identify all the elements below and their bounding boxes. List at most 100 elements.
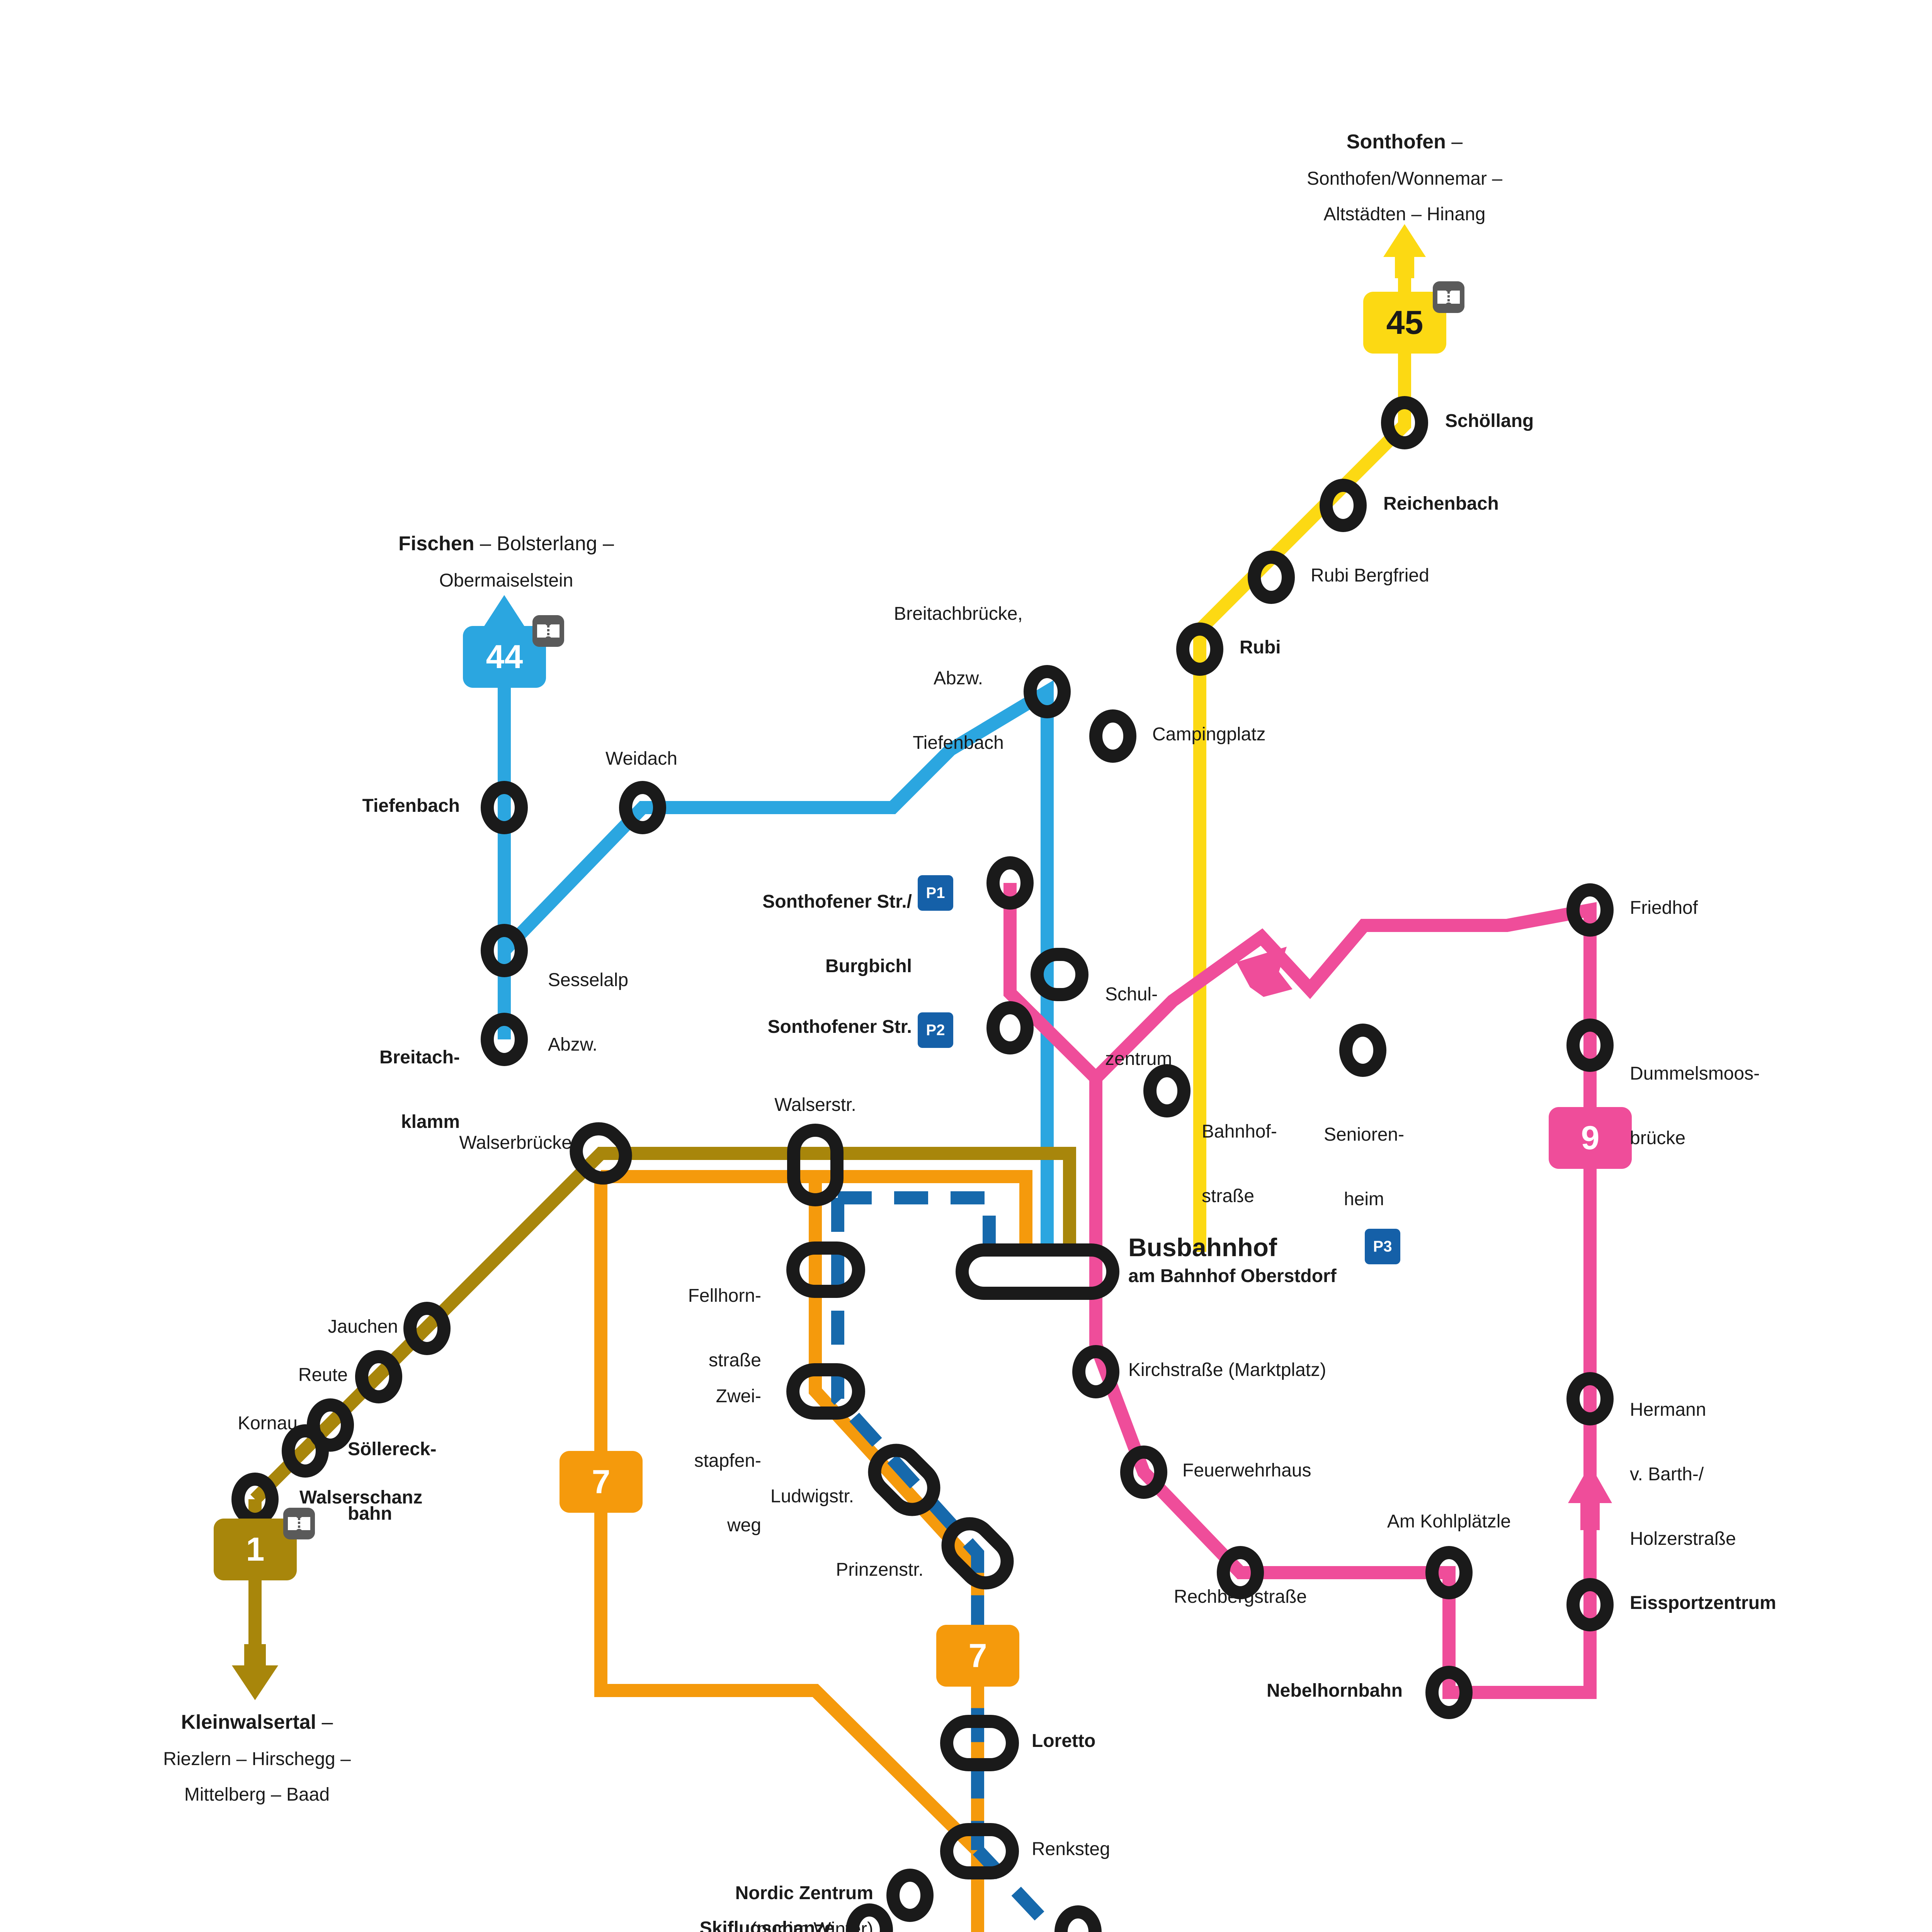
arrow-head-1: [232, 1644, 278, 1700]
label-schulzentrum-l1: Schul-: [1105, 984, 1158, 1005]
label-hermann-l3: Holzerstraße: [1630, 1529, 1736, 1549]
label-sonthofener-str: Sonthofener Str.: [767, 1017, 912, 1037]
terminus-1: Kleinwalsertal – Riezlern – Hirschegg – …: [54, 1696, 460, 1813]
label-breitachbruecke-l2: Abzw.: [933, 668, 983, 689]
stop-skiflugschanze: [846, 1903, 893, 1932]
arrow-head-44: [483, 595, 526, 649]
label-rubi-bergfried: Rubi Bergfried: [1311, 565, 1429, 586]
label-bahnhofstrasse-l1: Bahnhof-: [1202, 1121, 1277, 1142]
label-bahnhofstrasse-l2: straße: [1202, 1186, 1255, 1207]
label-seniorenheim-l2: heim: [1344, 1189, 1384, 1210]
stop-fellhornstrasse: [786, 1242, 865, 1298]
label-bahnhofstrasse: Bahnhof- straße: [1202, 1078, 1277, 1229]
stop-sonthofener-burgbichl: [986, 856, 1034, 910]
stop-schulzentrum: [1031, 948, 1088, 1001]
parking-badge-p3[interactable]: P3: [1365, 1229, 1400, 1264]
label-sonthofener-burgbichl-l2: Burgbichl: [825, 956, 912, 977]
stop-hermann-v-barth: [1566, 1372, 1614, 1425]
label-zweistapfenweg: Zwei- stapfen- weg: [556, 1343, 761, 1558]
label-busbahnhof-sub: am Bahnhof Oberstdorf: [1128, 1266, 1337, 1286]
line-badge-1[interactable]: 1: [214, 1519, 297, 1580]
stop-schoellang: [1381, 396, 1428, 449]
label-rechbergstrasse: Rechbergstraße: [1173, 1587, 1307, 1607]
label-seniorenheim: Senioren- heim: [1287, 1081, 1441, 1232]
label-schoellang: Schöllang: [1445, 411, 1534, 431]
label-breitachbruecke: Breitachbrücke, Abzw. Tiefenbach: [827, 560, 1090, 776]
line-badge-45[interactable]: 45: [1363, 292, 1446, 354]
terminus-1-line2: Riezlern – Hirschegg –: [163, 1748, 351, 1769]
label-breitachbruecke-l3: Tiefenbach: [913, 733, 1004, 753]
terminus-1-rest: –: [316, 1711, 333, 1734]
stop-walserbruecke: [570, 1122, 632, 1185]
label-golfplatz: Golfplatz, Abzw. Gerstruben: [1113, 1893, 1260, 1932]
stop-nebelhornbahn: [1425, 1666, 1473, 1719]
stop-soellereckbahn: [282, 1424, 329, 1478]
terminus-45-bold: Sonthofen: [1346, 131, 1446, 153]
label-nordic-l1: Nordic Zentrum: [735, 1883, 873, 1904]
parking-badge-p2[interactable]: P2: [918, 1012, 953, 1048]
label-jauchen: Jauchen: [328, 1316, 398, 1337]
line-badge-7-lower[interactable]: 7: [936, 1625, 1019, 1687]
label-breitachklamm: Breitach- klamm: [155, 1004, 460, 1155]
stop-reichenbach: [1320, 479, 1367, 532]
label-kirchstrasse: Kirchstraße (Marktplatz): [1128, 1360, 1327, 1380]
terminus-1-line3: Mittelberg – Baad: [184, 1784, 330, 1805]
stop-feuerwehrhaus: [1120, 1446, 1167, 1499]
label-kornau: Kornau: [238, 1413, 298, 1434]
label-sonthofener-burgbichl-l1: Sonthofener Str./: [762, 891, 912, 912]
line-badge-44[interactable]: 44: [463, 626, 546, 688]
label-breitachklamm-l2: klamm: [401, 1112, 460, 1133]
parking-badge-p1[interactable]: P1: [918, 875, 953, 911]
label-zweistapfenweg-l2: stapfen-: [694, 1451, 761, 1471]
label-weidach: Weidach: [605, 748, 677, 769]
line-badge-9[interactable]: 9: [1549, 1107, 1632, 1169]
stop-tiefenbach: [481, 781, 528, 834]
ticket-icon-44: [532, 615, 564, 647]
label-feuerwehrhaus: Feuerwehrhaus: [1182, 1460, 1311, 1481]
label-schulzentrum-l2: zentrum: [1105, 1049, 1172, 1070]
label-sonthofener-burgbichl: Sonthofener Str./ Burgbichl: [618, 848, 912, 999]
label-sesselalp: Sesselalp Abzw.: [548, 927, 628, 1077]
stop-ludwigstr: [868, 1444, 940, 1516]
label-nordic-zentrum: Nordic Zentrum (nur im Winter): [560, 1868, 873, 1932]
stop-walserstr: [787, 1124, 844, 1206]
stop-reute: [355, 1350, 402, 1403]
label-walserschanz: Walserschanz: [299, 1487, 423, 1508]
label-reichenbach: Reichenbach: [1383, 493, 1499, 514]
terminus-44-line2: Obermaiselstein: [439, 570, 573, 591]
stop-markers: [231, 396, 1614, 1932]
label-sesselalp-l2: Abzw.: [548, 1034, 598, 1055]
label-hermann-l1: Hermann: [1630, 1400, 1706, 1420]
stop-nordic-zentrum: [886, 1869, 934, 1922]
stop-rubi-bergfried: [1248, 551, 1295, 604]
label-fellhornstrasse-l2: straße: [708, 1350, 761, 1371]
label-campingplatz: Campingplatz: [1152, 724, 1266, 745]
stop-jauchen: [403, 1302, 451, 1355]
label-fellhornstrasse: Fellhorn- straße: [580, 1242, 761, 1393]
arrow-head-45: [1383, 224, 1426, 278]
stop-rechbergstrasse: [1217, 1546, 1264, 1599]
label-friedhof: Friedhof: [1630, 898, 1698, 918]
label-seniorenheim-l1: Senioren-: [1323, 1124, 1405, 1145]
stop-busbahnhof: [956, 1243, 1119, 1300]
label-prinzenstr: Prinzenstr.: [836, 1560, 923, 1580]
label-busbahnhof: Busbahnhof: [1128, 1233, 1277, 1262]
stop-campingplatz: [1089, 709, 1136, 763]
stop-eissportzentrum: [1566, 1578, 1614, 1631]
stop-loretto: [940, 1715, 1019, 1771]
stop-breitachbruecke: [1024, 665, 1071, 718]
stop-golfplatz: [1054, 1905, 1102, 1932]
label-sesselalp-l1: Sesselalp: [548, 970, 629, 991]
label-eissportzentrum: Eissportzentrum: [1630, 1593, 1776, 1613]
label-ludwigstr: Ludwigstr.: [770, 1486, 854, 1507]
terminus-45-line3: Altstädten – Hinang: [1323, 204, 1486, 225]
line-badge-7-upper[interactable]: 7: [560, 1451, 643, 1513]
label-zweistapfenweg-l3: weg: [727, 1515, 761, 1536]
label-hermann-v-barth: Hermann v. Barth-/ Holzerstraße: [1630, 1356, 1736, 1571]
terminus-1-bold: Kleinwalsertal: [181, 1711, 316, 1734]
label-walserstr: Walserstr.: [774, 1095, 856, 1115]
label-soellereckbahn-l2: bahn: [348, 1503, 392, 1524]
label-loretto: Loretto: [1032, 1731, 1096, 1751]
stop-kohlplaetzle: [1425, 1546, 1473, 1599]
